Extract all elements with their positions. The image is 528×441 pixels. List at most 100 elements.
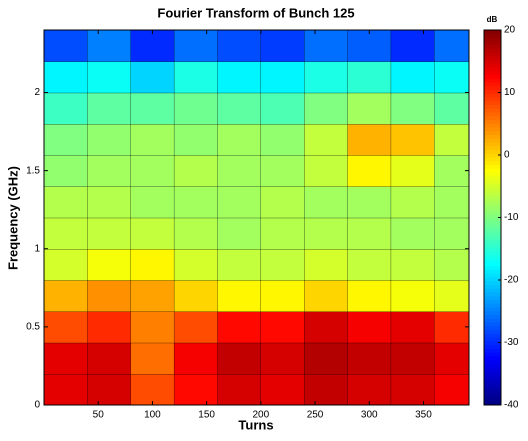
contour-cell: [173, 342, 219, 375]
colorbar-swatch: [484, 213, 501, 218]
colorbar-swatch: [484, 150, 501, 155]
contour-cell: [87, 342, 132, 375]
contour-cell: [434, 186, 469, 219]
colorbar-swatch: [484, 236, 501, 241]
colorbar-swatch: [484, 288, 501, 293]
contour-cell: [130, 30, 175, 62]
colorbar-swatch: [484, 157, 501, 162]
x-tick-label: 200: [252, 410, 269, 421]
contour-cell: [173, 30, 219, 62]
x-tick-label: 350: [415, 410, 432, 421]
contour-cell: [390, 154, 435, 187]
contour-cell: [87, 186, 132, 219]
contour-cell: [347, 217, 392, 250]
contour-cell: [390, 61, 435, 94]
colorbar-swatch: [484, 206, 501, 211]
contour-cell: [390, 30, 435, 62]
contour-cell: [434, 30, 469, 62]
colorbar-swatch: [484, 277, 501, 282]
contour-cell: [87, 279, 132, 312]
colorbar-swatch: [484, 371, 501, 376]
colorbar-swatch: [484, 75, 501, 80]
colorbar-swatch: [484, 348, 501, 353]
contour-cell: [87, 373, 132, 405]
contour-cell: [434, 311, 469, 344]
contour-cell: [44, 154, 89, 187]
contour-cell: [347, 123, 392, 156]
contour-cell: [390, 92, 435, 125]
contour-cell: [173, 154, 219, 187]
colorbar-swatch: [484, 318, 501, 323]
colorbar-swatch: [484, 120, 501, 125]
colorbar-swatch: [484, 292, 501, 297]
contour-cell: [260, 61, 305, 94]
contour-cell: [217, 154, 262, 187]
colorbar-swatch: [484, 90, 501, 95]
colorbar-swatch: [484, 131, 501, 136]
colorbar-swatch: [484, 97, 501, 102]
colorbar-swatch: [484, 63, 501, 68]
colorbar-swatch: [484, 123, 501, 128]
contour-cell: [390, 279, 435, 312]
contour-cell: [44, 123, 89, 156]
contour-cell: [390, 123, 435, 156]
colorbar-swatch: [484, 108, 501, 113]
contour-cell: [173, 217, 219, 250]
contour-cell: [390, 373, 435, 405]
contour-cell: [347, 311, 392, 344]
contour-cell: [260, 154, 305, 187]
contour-cell: [260, 342, 305, 375]
contour-cell: [304, 154, 349, 187]
colorbar-swatch: [484, 232, 501, 237]
contour-cell: [130, 92, 175, 125]
colorbar-swatch: [484, 303, 501, 308]
colorbar-swatch: [484, 378, 501, 383]
colorbar-swatch: [484, 138, 501, 143]
contour-cell: [44, 30, 89, 62]
contour-cell: [347, 279, 392, 312]
colorbar-swatch: [484, 101, 501, 106]
colorbar-swatch: [484, 311, 501, 316]
contour-cell: [87, 217, 132, 250]
colorbar-swatch: [484, 210, 501, 215]
contour-cell: [260, 373, 305, 405]
colorbar-swatch: [484, 341, 501, 346]
contour-cell: [44, 311, 89, 344]
contour-cell: [347, 30, 392, 62]
colorbar-swatch: [484, 255, 501, 260]
contour-cell: [217, 92, 262, 125]
contour-cell: [130, 186, 175, 219]
colorbar-tick-label: 10: [504, 87, 516, 98]
contour-cell: [130, 217, 175, 250]
contour-cell: [87, 30, 132, 62]
contour-cell: [260, 186, 305, 219]
contour-cell: [260, 248, 305, 281]
colorbar-tick-label: 20: [504, 25, 516, 36]
contour-cell: [217, 30, 262, 62]
x-tick-label: 50: [93, 410, 105, 421]
contour-cell: [304, 217, 349, 250]
contour-cell: [130, 154, 175, 187]
contour-cell: [434, 123, 469, 156]
contour-cell: [217, 61, 262, 94]
colorbar-swatch: [484, 202, 501, 207]
colorbar-swatch: [484, 198, 501, 203]
colorbar-swatch: [484, 195, 501, 200]
y-axis-label: Frequency (GHz): [5, 166, 20, 270]
contour-cell: [390, 342, 435, 375]
contour-cell: [390, 248, 435, 281]
contour-cell: [217, 217, 262, 250]
colorbar-tick-label: -40: [504, 400, 519, 411]
contour-cell: [347, 186, 392, 219]
contour-cell: [304, 248, 349, 281]
colorbar-swatch: [484, 161, 501, 166]
contour-cell: [304, 61, 349, 94]
colorbar-swatch: [484, 116, 501, 121]
colorbar-swatch: [484, 176, 501, 181]
contour-cell: [217, 248, 262, 281]
colorbar-swatch: [484, 228, 501, 233]
colorbar-swatch: [484, 82, 501, 87]
colorbar-swatch: [484, 165, 501, 170]
colorbar-swatch: [484, 258, 501, 263]
